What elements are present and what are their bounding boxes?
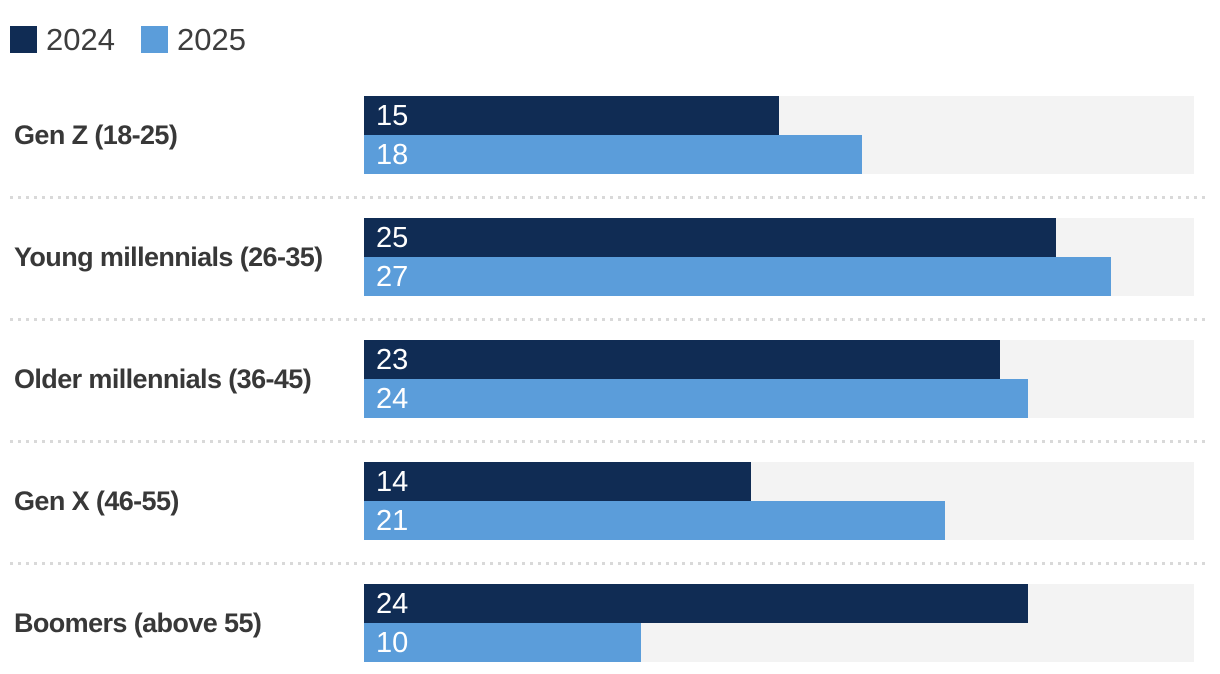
category-label: Gen Z (18-25)	[14, 119, 178, 150]
category-label: Boomers (above 55)	[14, 607, 262, 638]
bar-track: 25 27	[364, 218, 1194, 296]
row-divider	[10, 318, 1209, 321]
category-label: Gen X (46-55)	[14, 485, 179, 516]
chart-row: Boomers (above 55) 24 10	[0, 584, 1220, 662]
chart-body: Gen Z (18-25) 15 18 Young millennials (26-3…	[0, 96, 1220, 662]
bar-2025: 27	[364, 257, 1111, 296]
bar-2025: 21	[364, 501, 945, 540]
legend-item-2025: 2025	[140, 22, 246, 57]
row-divider	[10, 562, 1209, 565]
chart-row: Older millennials (36-45) 23 24	[0, 340, 1220, 418]
legend-label-2025: 2025	[176, 22, 246, 57]
legend-swatch-2025	[140, 26, 168, 53]
bar-2024: 25	[364, 218, 1056, 257]
legend-label-2024: 2024	[46, 22, 115, 57]
bar-2025: 10	[364, 623, 641, 662]
bar-2025: 24	[364, 379, 1028, 418]
legend-swatch-2024	[10, 26, 37, 53]
row-divider	[10, 196, 1209, 199]
category-label: Young millennials (26-35)	[14, 241, 323, 272]
category-label: Older millennials (36-45)	[14, 363, 312, 394]
bar-track: 15 18	[364, 96, 1194, 174]
chart-row: Young millennials (26-35) 25 27	[0, 218, 1220, 296]
bar-2024: 23	[364, 340, 1001, 379]
chart-legend: 2024 2025	[0, 0, 1220, 57]
bar-2024: 15	[364, 96, 779, 135]
row-divider	[10, 440, 1209, 443]
bar-track: 23 24	[364, 340, 1194, 418]
bar-track: 14 21	[364, 462, 1194, 540]
chart-row: Gen Z (18-25) 15 18	[0, 96, 1220, 174]
bar-track: 24 10	[364, 584, 1194, 662]
bar-2024: 24	[364, 584, 1028, 623]
bar-2025: 18	[364, 135, 862, 174]
bar-2024: 14	[364, 462, 752, 501]
chart-row: Gen X (46-55) 14 21	[0, 462, 1220, 540]
legend-item-2024: 2024	[10, 22, 115, 57]
